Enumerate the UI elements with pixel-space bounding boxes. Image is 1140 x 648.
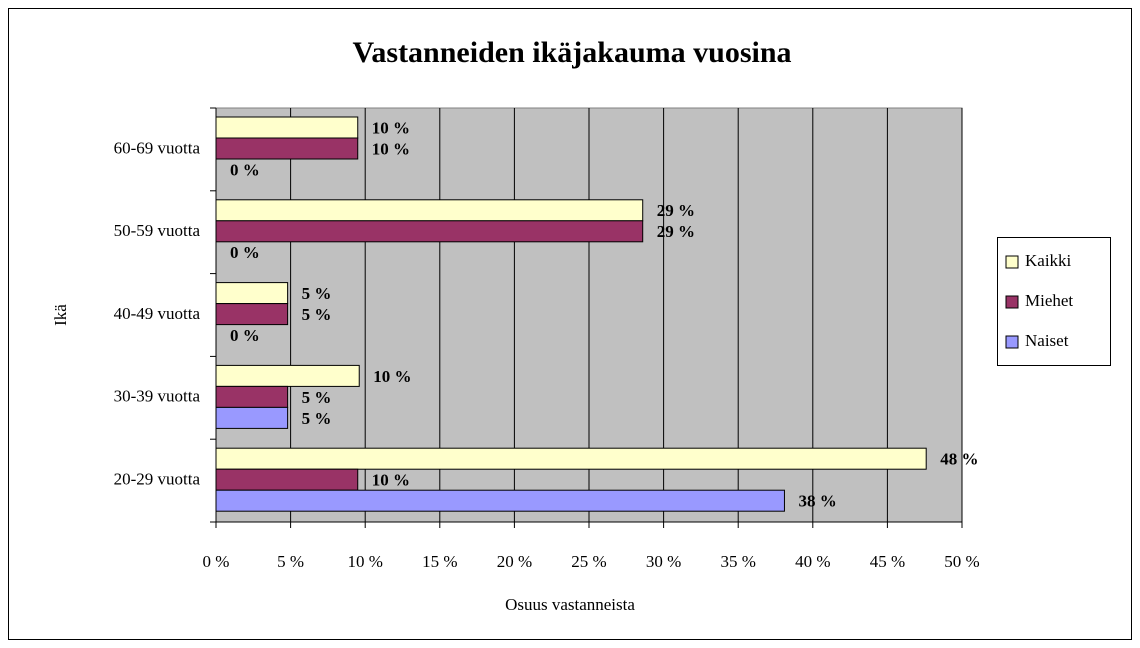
bar (215, 406, 289, 429)
bar (215, 116, 359, 139)
x-tick-label: 30 % (646, 552, 681, 571)
x-tick-label: 20 % (497, 552, 532, 571)
x-tick-label: 0 % (203, 552, 230, 571)
value-label: 29 % (657, 201, 695, 220)
x-tick-label: 45 % (870, 552, 905, 571)
value-label: 10 % (372, 118, 410, 137)
x-tick-label: 15 % (422, 552, 457, 571)
bar (215, 489, 785, 512)
legend-swatch (1005, 335, 1019, 349)
value-label: 5 % (302, 409, 332, 428)
value-label: 10 % (372, 471, 410, 490)
value-label: 38 % (798, 492, 836, 511)
x-tick-label: 10 % (347, 552, 382, 571)
x-tick-label: 35 % (720, 552, 755, 571)
x-tick-label: 25 % (571, 552, 606, 571)
value-label: 29 % (657, 222, 695, 241)
x-tick-label: 40 % (795, 552, 830, 571)
y-tick-label: 60-69 vuotta (114, 138, 201, 157)
value-label: 48 % (940, 450, 978, 469)
bar (215, 199, 644, 222)
x-tick-label: 5 % (277, 552, 304, 571)
legend-label: Kaikki (1025, 251, 1072, 270)
value-label: 5 % (302, 388, 332, 407)
chart-title: Vastanneiden ikäjakauma vuosina (352, 36, 791, 69)
y-tick-label: 30-39 vuotta (114, 387, 201, 406)
bar (215, 385, 289, 408)
x-tick-label: 50 % (944, 552, 979, 571)
x-axis-title: Osuus vastanneista (505, 595, 635, 614)
value-label: 10 % (372, 139, 410, 158)
legend-swatch (1005, 295, 1019, 309)
bar (215, 447, 927, 470)
bar (215, 364, 360, 387)
value-label: 10 % (373, 367, 411, 386)
value-label: 5 % (302, 305, 332, 324)
legend-label: Naiset (1025, 331, 1069, 350)
bar (215, 220, 644, 243)
legend-swatch (1005, 255, 1019, 269)
value-label: 0 % (230, 243, 260, 262)
bar (215, 137, 359, 160)
y-tick-label: 40-49 vuotta (114, 304, 201, 323)
bar (215, 468, 359, 491)
value-label: 0 % (230, 326, 260, 345)
legend-label: Miehet (1025, 291, 1073, 310)
y-axis-title: Ikä (51, 304, 70, 326)
y-tick-label: 50-59 vuotta (114, 221, 201, 240)
bar (215, 282, 289, 305)
bar (215, 303, 289, 326)
value-label: 5 % (302, 284, 332, 303)
value-label: 0 % (230, 160, 260, 179)
y-tick-label: 20-29 vuotta (114, 470, 201, 489)
